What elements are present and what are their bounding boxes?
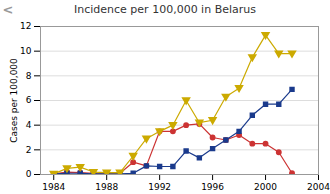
svg-text:1988: 1988 — [95, 182, 118, 192]
svg-text:6: 6 — [26, 95, 32, 105]
html-text:Incidence per 100,000 in Belar: Incidence per 100,000 in Belarus — [74, 2, 256, 16]
svg-text:2004: 2004 — [307, 182, 330, 192]
svg-text:10: 10 — [20, 46, 32, 56]
svg-text:0: 0 — [26, 169, 32, 179]
svg-text:1984: 1984 — [42, 182, 65, 192]
svg-text:Cases per 100,000: Cases per 100,000 — [9, 58, 19, 143]
svg-text:2000: 2000 — [254, 182, 277, 192]
svg-text:4: 4 — [26, 120, 32, 130]
svg-text:1992: 1992 — [148, 182, 171, 192]
svg-text:12: 12 — [20, 21, 31, 31]
svg-text:2: 2 — [26, 145, 32, 155]
svg-text:8: 8 — [26, 71, 32, 81]
svg-text:1996: 1996 — [201, 182, 224, 192]
